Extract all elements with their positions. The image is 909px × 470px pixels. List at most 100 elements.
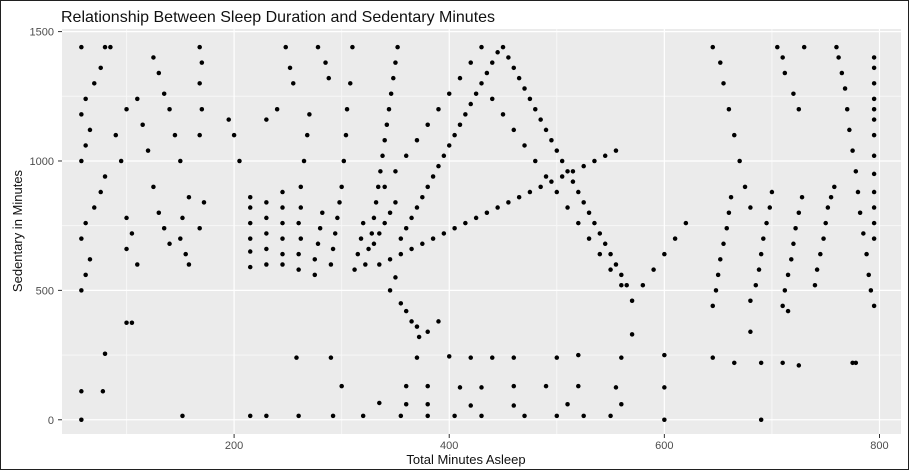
scatter-point bbox=[330, 246, 336, 252]
scatter-point bbox=[92, 205, 97, 210]
scatter-point bbox=[527, 189, 533, 195]
scatter-point bbox=[624, 282, 629, 288]
scatter-point bbox=[581, 163, 586, 169]
scatter-point bbox=[473, 215, 479, 221]
scatter-point bbox=[748, 329, 753, 335]
scatter-point bbox=[350, 44, 355, 50]
scatter-point bbox=[102, 174, 108, 179]
scatter-point bbox=[554, 148, 560, 153]
scatter-point bbox=[441, 153, 447, 159]
scatter-point bbox=[287, 65, 293, 71]
scatter-point bbox=[718, 60, 723, 65]
scatter-point bbox=[378, 169, 383, 174]
scatter-point bbox=[161, 91, 167, 96]
scatter-point bbox=[452, 226, 457, 231]
scatter-point bbox=[304, 132, 310, 138]
scatter-point bbox=[382, 220, 387, 226]
scatter-point bbox=[718, 257, 723, 262]
scatter-point bbox=[425, 184, 430, 190]
scatter-point bbox=[446, 354, 452, 359]
scatter-point bbox=[352, 267, 357, 272]
scatter-point bbox=[382, 184, 387, 190]
scatter-point bbox=[484, 70, 490, 76]
scatter-point bbox=[178, 158, 183, 164]
scatter-point bbox=[554, 189, 560, 195]
scatter-point bbox=[129, 231, 135, 236]
scatter-point bbox=[108, 44, 113, 50]
scatter-point bbox=[369, 231, 375, 236]
scatter-point bbox=[79, 236, 84, 241]
scatter-point bbox=[167, 106, 172, 112]
scatter-point bbox=[247, 413, 253, 419]
scatter-point bbox=[360, 220, 366, 226]
scatter-point bbox=[791, 241, 796, 247]
scatter-point bbox=[420, 241, 425, 247]
scatter-point bbox=[871, 65, 877, 71]
scatter-point bbox=[398, 413, 404, 419]
scatter-point bbox=[403, 226, 409, 231]
scatter-point bbox=[339, 383, 344, 389]
scatter-point bbox=[479, 44, 484, 50]
scatter-point bbox=[821, 236, 826, 241]
scatter-point bbox=[307, 112, 312, 117]
scatter-point bbox=[360, 413, 366, 419]
scatter-point bbox=[151, 55, 156, 60]
scatter-point bbox=[140, 122, 145, 128]
x-tick-label: 200 bbox=[225, 440, 243, 452]
scatter-point bbox=[710, 303, 716, 309]
scatter-point bbox=[780, 55, 785, 60]
scatter-point bbox=[382, 138, 387, 143]
scatter-point bbox=[425, 122, 430, 128]
scatter-point bbox=[386, 106, 392, 112]
scatter-point bbox=[339, 184, 344, 190]
scatter-point bbox=[726, 106, 732, 112]
x-axis-title: Total Minutes Asleep bbox=[406, 452, 525, 467]
scatter-point bbox=[844, 106, 850, 112]
scatter-point bbox=[425, 383, 430, 389]
scatter-point bbox=[871, 236, 877, 241]
scatter-point bbox=[113, 132, 119, 138]
scatter-point bbox=[102, 44, 108, 50]
scatter-point bbox=[312, 272, 318, 278]
scatter-point bbox=[871, 117, 877, 122]
scatter-point bbox=[247, 205, 253, 210]
scatter-point bbox=[371, 241, 377, 247]
scatter-point bbox=[516, 75, 522, 81]
scatter-point bbox=[871, 171, 877, 177]
scatter-point bbox=[393, 275, 398, 280]
scatter-point bbox=[247, 194, 253, 200]
scatter-point bbox=[280, 189, 285, 195]
scatter-point bbox=[294, 355, 299, 360]
scatter-point bbox=[344, 106, 350, 112]
scatter-point bbox=[871, 96, 877, 102]
scatter-point bbox=[538, 184, 543, 190]
scatter-point bbox=[197, 81, 202, 86]
scatter-point bbox=[602, 153, 608, 159]
scatter-point bbox=[823, 220, 828, 226]
scatter-point bbox=[264, 262, 269, 267]
scatter-point bbox=[651, 267, 656, 272]
scatter-point bbox=[871, 132, 877, 138]
scatter-point bbox=[414, 355, 420, 360]
x-tick-label: 600 bbox=[655, 440, 673, 452]
scatter-point bbox=[79, 389, 84, 394]
scatter-point bbox=[384, 122, 390, 128]
scatter-point bbox=[312, 257, 318, 262]
scatter-point bbox=[425, 413, 430, 419]
scatter-point bbox=[855, 189, 861, 195]
scatter-point bbox=[330, 413, 336, 419]
scatter-point bbox=[586, 236, 592, 241]
scatter-point bbox=[834, 44, 839, 50]
scatter-point bbox=[791, 91, 796, 96]
scatter-point bbox=[151, 184, 156, 190]
scatter-point bbox=[742, 184, 748, 190]
scatter-point bbox=[280, 205, 285, 210]
scatter-point bbox=[570, 179, 576, 184]
scatter-point bbox=[559, 174, 565, 179]
plot-panel bbox=[62, 29, 901, 434]
scatter-point bbox=[468, 101, 473, 107]
scatter-point bbox=[484, 210, 490, 215]
scatter-point bbox=[753, 282, 759, 288]
scatter-point bbox=[296, 267, 301, 272]
scatter-point bbox=[430, 174, 436, 179]
